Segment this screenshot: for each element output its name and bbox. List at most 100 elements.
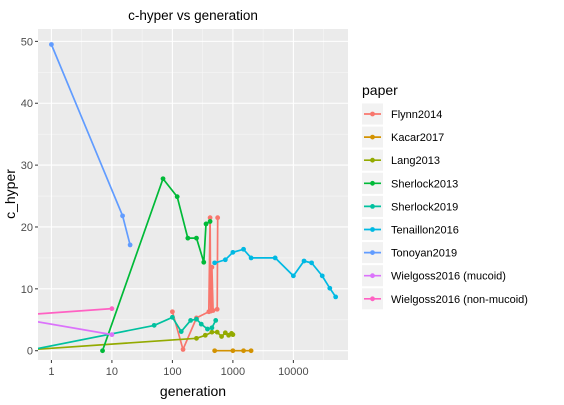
data-point-flynn2014 — [180, 347, 186, 352]
data-point-flynn2014 — [209, 264, 215, 270]
data-point-sherlock2013 — [194, 235, 199, 241]
data-point-tenaillon2016 — [230, 249, 236, 255]
x-tick-label: 10 — [106, 366, 118, 378]
data-point-sherlock2013 — [160, 176, 166, 182]
data-point-tenaillon2016 — [241, 246, 246, 252]
legend-item-flynn2014: Flynn2014 — [362, 103, 442, 125]
legend-key-point — [370, 134, 375, 140]
data-point-kacar2017 — [212, 348, 218, 354]
data-point-wielgoss2016-mucoid — [31, 319, 36, 324]
legend-item-lang2013: Lang2013 — [362, 149, 440, 171]
data-point-lang2013 — [194, 335, 199, 341]
data-point-sherlock2013 — [185, 235, 191, 241]
data-point-sherlock2019 — [198, 321, 204, 327]
legend-label: Sherlock2013 — [391, 178, 458, 190]
data-point-wielgoss2016-non-mucoid — [109, 306, 115, 312]
data-point-sherlock2019 — [169, 314, 175, 320]
y-tick-label: 40 — [21, 98, 33, 110]
data-point-tenaillon2016 — [290, 273, 296, 279]
y-axis-label: c_hyper — [2, 169, 18, 219]
legend-label: Tenaillon2016 — [391, 225, 459, 237]
data-point-kacar2017 — [241, 348, 246, 354]
legend-item-sherlock2019: Sherlock2019 — [362, 195, 458, 217]
series-line-sherlock2013 — [101, 176, 211, 351]
legend-label: Sherlock2019 — [391, 201, 458, 213]
x-tick-label: 1000 — [221, 366, 245, 378]
legend-label: Flynn2014 — [391, 109, 442, 121]
legend-label: Kacar2017 — [391, 132, 444, 144]
legend-key-point — [370, 250, 375, 256]
legend-label: Wielgoss2016 (non-mucoid) — [391, 294, 528, 306]
y-axis: 0 10 20 30 40 50 — [21, 36, 38, 358]
legend-item-wielgoss2016-non-mucoid: Wielgoss2016 (non-mucoid) — [362, 288, 528, 310]
data-point-tenaillon2016 — [309, 260, 314, 266]
data-point-tenaillon2016 — [319, 273, 325, 279]
data-point-wielgoss2016-mucoid — [109, 332, 115, 338]
data-point-kacar2017 — [230, 348, 236, 354]
data-point-sherlock2013 — [100, 348, 105, 354]
data-point-tenaillon2016 — [272, 255, 278, 261]
data-point-flynn2014 — [169, 309, 175, 315]
data-point-flynn2014 — [207, 215, 213, 221]
data-point-flynn2014 — [214, 306, 220, 312]
y-tick-label: 30 — [21, 160, 33, 172]
legend-item-tonoyan2019: Tonoyan2019 — [362, 242, 457, 264]
data-point-tenaillon2016 — [301, 258, 307, 264]
data-point-sherlock2019 — [209, 325, 215, 331]
x-tick-label: 1 — [48, 366, 54, 378]
data-point-lang2013 — [209, 329, 215, 335]
legend: paper Flynn2014 Kacar2017 Lang2013 Sherlock… — [362, 82, 528, 310]
legend-item-kacar2017: Kacar2017 — [362, 126, 444, 148]
y-tick-label: 50 — [21, 36, 33, 48]
x-axis: 1 10 100 1000 10000 — [48, 360, 309, 378]
data-point-sherlock2019 — [178, 329, 184, 334]
data-point-lang2013 — [230, 332, 236, 338]
legend-key-point — [370, 111, 375, 117]
data-point-lang2013 — [214, 329, 220, 335]
y-tick-label: 10 — [21, 284, 33, 296]
legend-key-point — [370, 227, 375, 232]
series-line-wielgoss2016-non-mucoid — [38, 307, 112, 315]
data-point-flynn2014 — [210, 308, 216, 313]
data-point-flynn2014 — [215, 215, 221, 221]
legend-key-point — [370, 273, 375, 279]
legend-key-point — [370, 204, 375, 209]
data-point-tenaillon2016 — [248, 255, 254, 261]
data-point-sherlock2019 — [151, 322, 157, 328]
data-point-sherlock2019 — [213, 318, 219, 323]
legend-title: paper — [362, 82, 398, 98]
data-point-sherlock2013 — [203, 221, 209, 227]
y-tick-label: 0 — [27, 346, 33, 358]
series-points — [31, 42, 339, 354]
data-point-tenaillon2016 — [212, 260, 218, 266]
grid — [38, 29, 348, 360]
legend-key-point — [370, 157, 375, 163]
data-point-tonoyan2019 — [120, 213, 125, 219]
data-point-sherlock2013 — [201, 259, 207, 265]
x-tick-label: 100 — [163, 366, 181, 378]
plot-panel — [38, 29, 348, 360]
chart-title: c-hyper vs generation — [128, 8, 258, 23]
data-point-tonoyan2019 — [127, 242, 133, 248]
data-point-sherlock2013 — [174, 194, 180, 200]
data-point-sherlock2019 — [188, 318, 194, 323]
data-point-lang2013 — [222, 330, 228, 336]
data-point-tonoyan2019 — [49, 42, 54, 47]
legend-label: Lang2013 — [391, 155, 440, 167]
x-axis-label: generation — [160, 383, 226, 399]
legend-item-tenaillon2016: Tenaillon2016 — [362, 219, 459, 240]
legend-item-sherlock2013: Sherlock2013 — [362, 172, 458, 194]
data-point-wielgoss2016-non-mucoid — [31, 312, 36, 317]
data-point-tenaillon2016 — [333, 294, 339, 300]
legend-label: Wielgoss2016 (mucoid) — [391, 271, 506, 283]
y-tick-label: 20 — [21, 222, 33, 234]
data-point-lang2013 — [202, 332, 208, 338]
data-point-kacar2017 — [248, 348, 254, 354]
data-point-tenaillon2016 — [327, 285, 333, 291]
data-point-sherlock2013 — [207, 219, 213, 224]
series-line-wielgoss2016-mucoid — [38, 320, 113, 336]
legend-key-point — [370, 180, 375, 186]
data-point-tenaillon2016 — [222, 257, 228, 263]
legend-item-wielgoss2016-mucoid: Wielgoss2016 (mucoid) — [362, 265, 506, 287]
